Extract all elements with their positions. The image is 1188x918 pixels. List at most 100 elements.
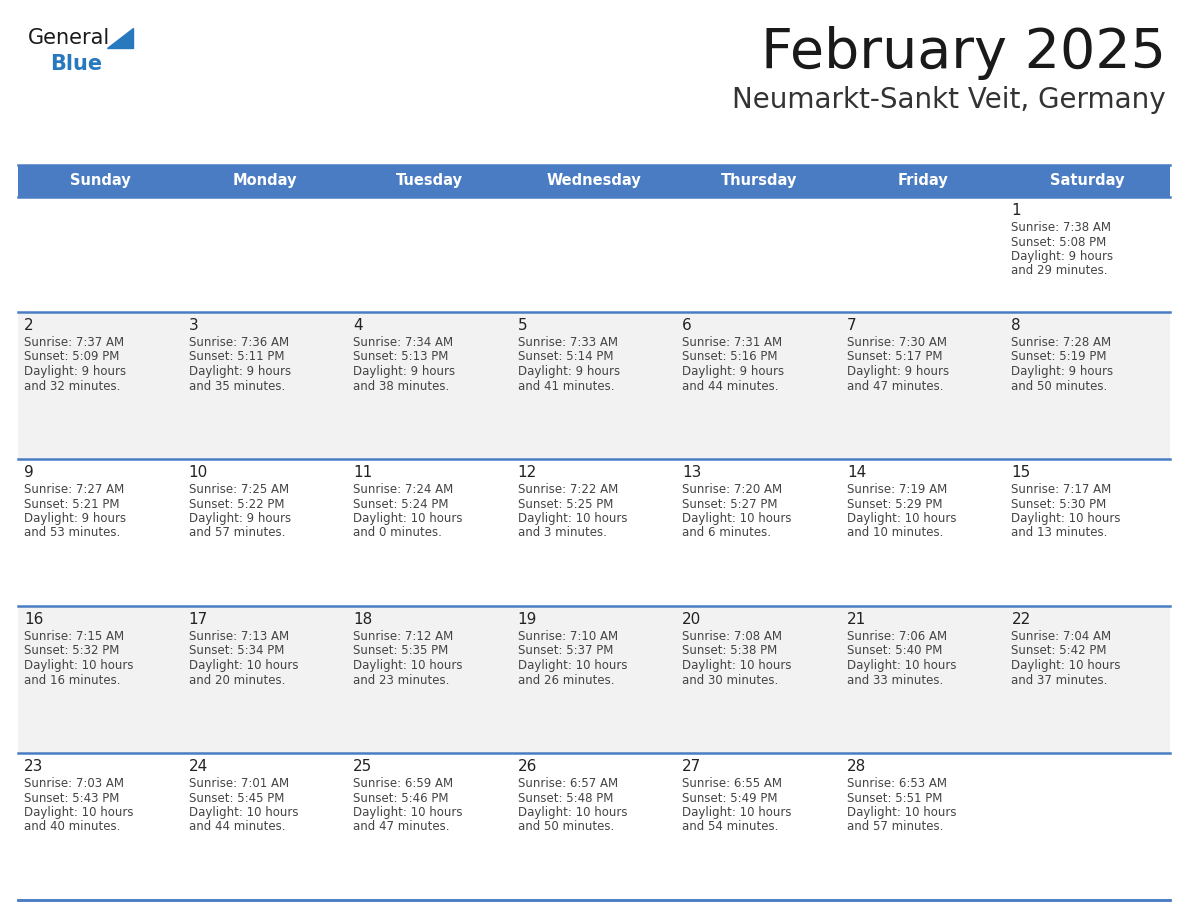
Text: Daylight: 9 hours: Daylight: 9 hours [847,365,949,378]
Bar [18,606,1170,753]
Text: and 50 minutes.: and 50 minutes. [518,821,614,834]
Text: Daylight: 10 hours: Daylight: 10 hours [518,512,627,525]
Bar [18,459,1170,606]
Text: Sunrise: 7:12 AM: Sunrise: 7:12 AM [353,630,454,643]
Text: Sunset: 5:25 PM: Sunset: 5:25 PM [518,498,613,510]
Text: 26: 26 [518,759,537,774]
Text: 5: 5 [518,318,527,333]
Text: and 41 minutes.: and 41 minutes. [518,379,614,393]
Text: Friday: Friday [898,174,948,188]
Text: Sunrise: 7:19 AM: Sunrise: 7:19 AM [847,483,947,496]
Text: Sunset: 5:43 PM: Sunset: 5:43 PM [24,791,119,804]
Text: Sunrise: 7:30 AM: Sunrise: 7:30 AM [847,336,947,349]
Text: Sunrise: 7:34 AM: Sunrise: 7:34 AM [353,336,454,349]
Text: Daylight: 9 hours: Daylight: 9 hours [189,365,291,378]
Text: Daylight: 10 hours: Daylight: 10 hours [24,806,133,819]
Text: and 40 minutes.: and 40 minutes. [24,821,120,834]
Text: Daylight: 10 hours: Daylight: 10 hours [189,806,298,819]
Text: Sunrise: 7:31 AM: Sunrise: 7:31 AM [682,336,783,349]
Text: Sunrise: 6:57 AM: Sunrise: 6:57 AM [518,777,618,790]
Text: 9: 9 [24,465,33,480]
Text: Daylight: 10 hours: Daylight: 10 hours [847,659,956,672]
Text: Monday: Monday [233,174,297,188]
Text: Sunrise: 7:38 AM: Sunrise: 7:38 AM [1011,221,1112,234]
Text: and 47 minutes.: and 47 minutes. [847,379,943,393]
Text: Sunrise: 6:59 AM: Sunrise: 6:59 AM [353,777,454,790]
Text: and 57 minutes.: and 57 minutes. [189,527,285,540]
Text: Sunset: 5:09 PM: Sunset: 5:09 PM [24,351,119,364]
Text: Sunset: 5:16 PM: Sunset: 5:16 PM [682,351,778,364]
Text: and 57 minutes.: and 57 minutes. [847,821,943,834]
Text: Sunrise: 7:06 AM: Sunrise: 7:06 AM [847,630,947,643]
Text: Sunset: 5:32 PM: Sunset: 5:32 PM [24,644,119,657]
Text: Sunset: 5:27 PM: Sunset: 5:27 PM [682,498,778,510]
Text: Sunset: 5:11 PM: Sunset: 5:11 PM [189,351,284,364]
Text: Sunset: 5:14 PM: Sunset: 5:14 PM [518,351,613,364]
Text: Daylight: 10 hours: Daylight: 10 hours [1011,512,1121,525]
Text: and 29 minutes.: and 29 minutes. [1011,264,1108,277]
Text: Sunset: 5:38 PM: Sunset: 5:38 PM [682,644,777,657]
Text: and 54 minutes.: and 54 minutes. [682,821,778,834]
Text: Wednesday: Wednesday [546,174,642,188]
Text: Sunrise: 7:37 AM: Sunrise: 7:37 AM [24,336,124,349]
Bar [18,197,1170,312]
Text: Daylight: 10 hours: Daylight: 10 hours [682,659,791,672]
Text: Sunrise: 7:03 AM: Sunrise: 7:03 AM [24,777,124,790]
Text: Daylight: 10 hours: Daylight: 10 hours [353,806,462,819]
Text: Sunrise: 7:01 AM: Sunrise: 7:01 AM [189,777,289,790]
Text: Tuesday: Tuesday [396,174,463,188]
Text: and 53 minutes.: and 53 minutes. [24,527,120,540]
Bar [1005,165,1170,197]
Text: Sunrise: 7:33 AM: Sunrise: 7:33 AM [518,336,618,349]
Text: Sunrise: 7:15 AM: Sunrise: 7:15 AM [24,630,124,643]
Text: Sunset: 5:17 PM: Sunset: 5:17 PM [847,351,942,364]
Text: Daylight: 9 hours: Daylight: 9 hours [518,365,620,378]
Text: Sunrise: 7:24 AM: Sunrise: 7:24 AM [353,483,454,496]
Text: Daylight: 9 hours: Daylight: 9 hours [24,512,126,525]
Text: and 26 minutes.: and 26 minutes. [518,674,614,687]
Text: Neumarkt-Sankt Veit, Germany: Neumarkt-Sankt Veit, Germany [732,86,1165,114]
Text: 18: 18 [353,612,372,627]
Text: Sunrise: 7:04 AM: Sunrise: 7:04 AM [1011,630,1112,643]
Text: 4: 4 [353,318,362,333]
Text: Daylight: 9 hours: Daylight: 9 hours [353,365,455,378]
Text: Sunset: 5:45 PM: Sunset: 5:45 PM [189,791,284,804]
Text: Blue: Blue [50,54,102,74]
Text: Sunrise: 7:17 AM: Sunrise: 7:17 AM [1011,483,1112,496]
Text: Sunrise: 7:13 AM: Sunrise: 7:13 AM [189,630,289,643]
Text: February 2025: February 2025 [762,26,1165,80]
Text: and 23 minutes.: and 23 minutes. [353,674,449,687]
Text: 14: 14 [847,465,866,480]
Text: 27: 27 [682,759,702,774]
Text: 16: 16 [24,612,44,627]
Text: Sunset: 5:35 PM: Sunset: 5:35 PM [353,644,448,657]
Text: 28: 28 [847,759,866,774]
Text: 3: 3 [189,318,198,333]
Text: Sunrise: 7:10 AM: Sunrise: 7:10 AM [518,630,618,643]
Text: Sunset: 5:48 PM: Sunset: 5:48 PM [518,791,613,804]
Text: 10: 10 [189,465,208,480]
Text: Sunrise: 7:20 AM: Sunrise: 7:20 AM [682,483,783,496]
Text: Sunday: Sunday [70,174,131,188]
Bar [347,165,512,197]
Text: 8: 8 [1011,318,1020,333]
Text: 20: 20 [682,612,702,627]
Text: Daylight: 9 hours: Daylight: 9 hours [24,365,126,378]
Text: Sunrise: 7:27 AM: Sunrise: 7:27 AM [24,483,125,496]
Text: Daylight: 10 hours: Daylight: 10 hours [847,512,956,525]
Text: Sunset: 5:22 PM: Sunset: 5:22 PM [189,498,284,510]
Text: Sunset: 5:13 PM: Sunset: 5:13 PM [353,351,449,364]
Bar [18,312,1170,459]
Text: and 13 minutes.: and 13 minutes. [1011,527,1107,540]
Bar [841,165,1005,197]
Bar [183,165,347,197]
Text: Sunset: 5:40 PM: Sunset: 5:40 PM [847,644,942,657]
Text: 13: 13 [682,465,702,480]
Text: Sunrise: 6:55 AM: Sunrise: 6:55 AM [682,777,782,790]
Text: and 35 minutes.: and 35 minutes. [189,379,285,393]
Text: Daylight: 10 hours: Daylight: 10 hours [1011,659,1121,672]
Text: Sunset: 5:49 PM: Sunset: 5:49 PM [682,791,778,804]
Text: Sunrise: 7:36 AM: Sunrise: 7:36 AM [189,336,289,349]
Text: Sunrise: 7:28 AM: Sunrise: 7:28 AM [1011,336,1112,349]
Bar [18,753,1170,900]
